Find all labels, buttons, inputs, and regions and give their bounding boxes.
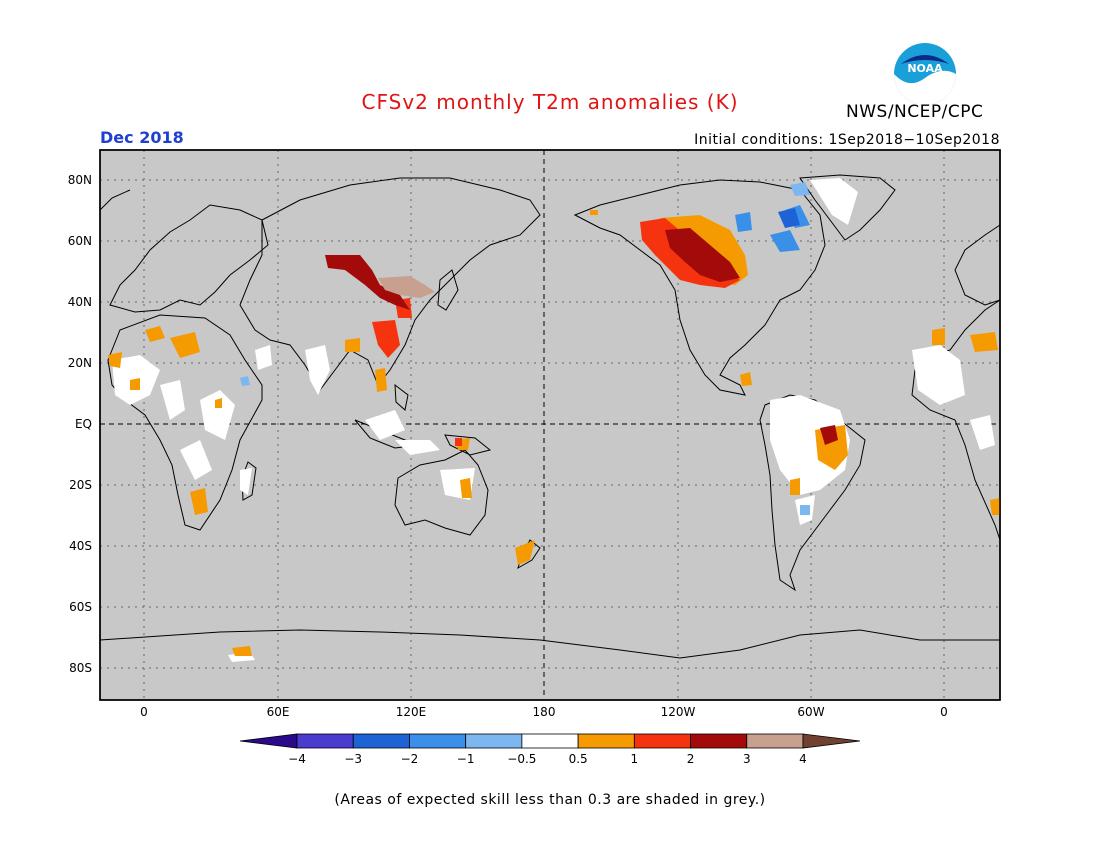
colorbar-tick-label: −0.5 (507, 752, 537, 766)
lat-label-80n: 80N (67, 173, 92, 187)
colorbar-tick-label: −4 (288, 752, 306, 766)
lon-label-60w: 60W (797, 705, 825, 719)
colorbar-tick-label: 3 (742, 752, 751, 766)
initial-conditions: Initial conditions: 1Sep2018−10Sep2018 (694, 132, 1000, 148)
lon-label-0-right: 0 (940, 705, 948, 719)
lon-label-120e: 120E (395, 705, 427, 719)
noaa-logo: NOAA (894, 43, 956, 105)
colorbar-tick-label: 1 (630, 752, 639, 766)
lat-label-40n: 40N (67, 295, 92, 309)
coastlines (99, 174, 1001, 659)
lon-label-120w: 120W (660, 705, 696, 719)
lat-label-60n: 60N (67, 234, 92, 248)
lon-label-0: 0 (140, 705, 148, 719)
footnote: (Areas of expected skill less than 0.3 a… (334, 792, 766, 808)
map-background (99, 149, 1001, 701)
colorbar-tick-label: −1 (456, 752, 475, 766)
forecast-month: Dec 2018 (100, 128, 184, 147)
colorbar-tick-label: 0.5 (568, 752, 588, 766)
chart-title: CFSv2 monthly T2m anomalies (K) (361, 90, 739, 114)
logo-text: NOAA (907, 62, 943, 75)
colorbar-tick-label: −2 (400, 752, 419, 766)
lon-label-180: 180 (532, 705, 556, 719)
anomaly-shading (108, 178, 1000, 662)
colorbar-tick-label: −3 (344, 752, 363, 766)
colorbar-tick-label: 4 (799, 752, 807, 766)
lat-label-40s: 40S (69, 539, 92, 553)
lat-label-60s: 60S (69, 600, 92, 614)
colorbar-tick-label: 2 (686, 752, 695, 766)
agency-label: NWS/NCEP/CPC (846, 102, 984, 122)
lat-label-20s: 20S (69, 478, 92, 492)
lat-label-20n: 20N (67, 356, 92, 370)
lat-label-80s: 80S (69, 661, 92, 675)
lat-label-eq: EQ (74, 417, 92, 431)
lon-label-60e: 60E (266, 705, 290, 719)
